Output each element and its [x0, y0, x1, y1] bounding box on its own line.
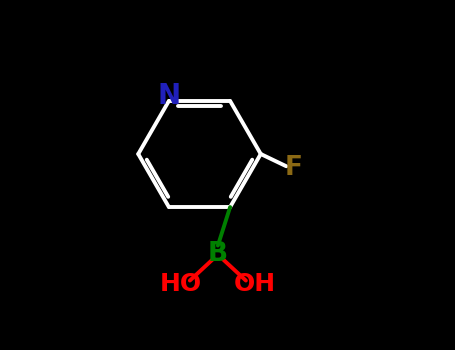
- Text: F: F: [285, 155, 303, 181]
- Text: HO: HO: [160, 272, 202, 296]
- Text: N: N: [157, 82, 181, 110]
- Text: B: B: [208, 241, 228, 267]
- Text: OH: OH: [233, 272, 276, 296]
